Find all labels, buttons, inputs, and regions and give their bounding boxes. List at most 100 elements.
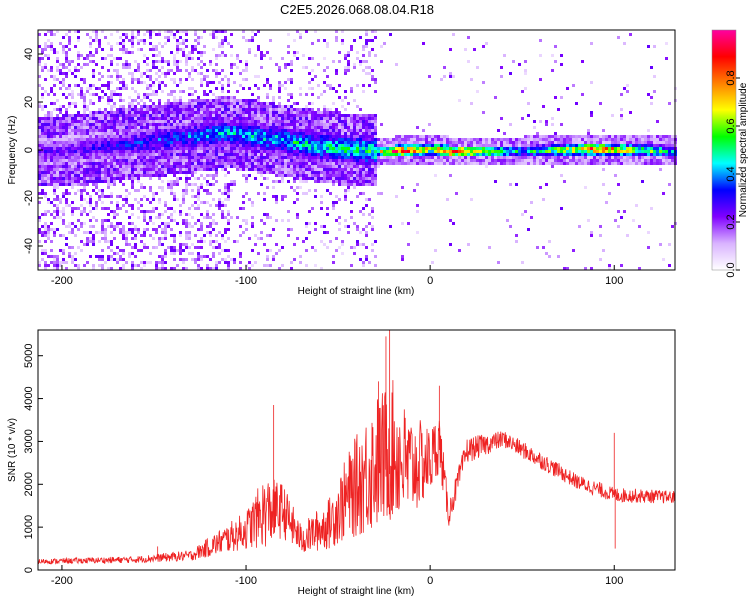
spectrogram-cell [107, 267, 110, 270]
spectrogram-cell [131, 171, 134, 174]
spectrogram-cell [188, 234, 191, 237]
spectrogram-cell [497, 261, 500, 264]
spectrogram-cell [44, 105, 47, 108]
spectrogram-cell [131, 150, 134, 153]
spectrogram-cell [131, 36, 134, 39]
spectrogram-cell [131, 144, 134, 147]
spectrogram-cell [356, 183, 359, 186]
spectrogram-cell [353, 180, 356, 183]
spectrogram-cell [332, 120, 335, 123]
spectrogram-cell [92, 156, 95, 159]
spectrogram-cell [152, 207, 155, 210]
spectrogram-cell [194, 138, 197, 141]
spectrogram-cell [296, 135, 299, 138]
spectrogram-cell [251, 138, 254, 141]
spectrogram-cell [125, 111, 128, 114]
spectrogram-cell [182, 201, 185, 204]
spectrogram-cell [83, 108, 86, 111]
spectrogram-cell [74, 252, 77, 255]
spectrogram-cell [233, 258, 236, 261]
spectrogram-cell [176, 165, 179, 168]
spectrogram-cell [158, 147, 161, 150]
spectrogram-cell [167, 105, 170, 108]
spectrogram-cell [200, 165, 203, 168]
spectrogram-cell [506, 153, 509, 156]
spectrogram-cell [275, 120, 278, 123]
spectrogram-cell [347, 102, 350, 105]
spectrogram-cell [62, 36, 65, 39]
spectrogram-cell [173, 60, 176, 63]
spectrogram-cell [233, 129, 236, 132]
spectrogram-cell [455, 150, 458, 153]
spectrogram-cell [200, 132, 203, 135]
spectrogram-cell [257, 108, 260, 111]
spectrogram-cell [176, 45, 179, 48]
spectrogram-cell [131, 261, 134, 264]
spectrogram-cell [470, 141, 473, 144]
spectrogram-cell [125, 147, 128, 150]
spectrogram-cell [110, 54, 113, 57]
spectrogram-cell [374, 168, 377, 171]
spectrogram-cell [134, 147, 137, 150]
spectrogram-cell [44, 180, 47, 183]
spectrogram-cell [137, 189, 140, 192]
spectrogram-cell [266, 141, 269, 144]
spectrogram-cell [494, 159, 497, 162]
spectrogram-cell [335, 147, 338, 150]
spectrogram-cell [308, 72, 311, 75]
spectrogram-cell [185, 183, 188, 186]
spectrogram-cell [170, 144, 173, 147]
spectrogram-cell [152, 144, 155, 147]
spectrogram-cell [77, 156, 80, 159]
spectrogram-cell [161, 243, 164, 246]
spectrogram-cell [41, 66, 44, 69]
spectrogram-cell [242, 105, 245, 108]
spectrogram-cell [290, 132, 293, 135]
spectrogram-cell [233, 108, 236, 111]
spectrogram-cell [77, 84, 80, 87]
spectrogram-cell [278, 69, 281, 72]
spectrogram-cell [83, 231, 86, 234]
spectrogram-cell [122, 78, 125, 81]
spectrogram-cell [419, 141, 422, 144]
spectrogram-cell [443, 75, 446, 78]
spectrogram-cell [149, 138, 152, 141]
spectrogram-cell [296, 177, 299, 180]
spectrogram-cell [341, 147, 344, 150]
spectrogram-cell [62, 66, 65, 69]
spectrogram-cell [371, 114, 374, 117]
spectrogram-cell [86, 120, 89, 123]
spectrogram-cell [227, 186, 230, 189]
spectrogram-cell [245, 111, 248, 114]
spectrogram-cell [59, 261, 62, 264]
spectrogram-cell [98, 159, 101, 162]
spectrogram-cell [353, 117, 356, 120]
spectrogram-cell [86, 90, 89, 93]
spectrogram-cell [410, 147, 413, 150]
spectrogram-cell [314, 132, 317, 135]
spectrogram-cell [359, 192, 362, 195]
spectrogram-cell [38, 57, 41, 60]
spectrogram-cell [302, 54, 305, 57]
spectrogram-cell [203, 189, 206, 192]
spectrogram-cell [308, 129, 311, 132]
spectrogram-cell [296, 150, 299, 153]
spectrogram-cell [74, 105, 77, 108]
spectrogram-cell [335, 108, 338, 111]
spectrogram-cell [68, 129, 71, 132]
spectrogram-cell [467, 60, 470, 63]
spectrogram-cell [371, 147, 374, 150]
spectrogram-cell [119, 111, 122, 114]
spectrogram-cell [158, 201, 161, 204]
spectrogram-cell [272, 105, 275, 108]
spectrogram-cell [413, 144, 416, 147]
spectrogram-cell [197, 108, 200, 111]
spectrogram-cell [413, 162, 416, 165]
spectrogram-cell [44, 150, 47, 153]
spectrogram-cell [449, 219, 452, 222]
spectrogram-cell [110, 267, 113, 270]
spectrogram-cell [200, 126, 203, 129]
spectrogram-cell [191, 105, 194, 108]
spectrogram-cell [350, 156, 353, 159]
spectrogram-cell [290, 126, 293, 129]
